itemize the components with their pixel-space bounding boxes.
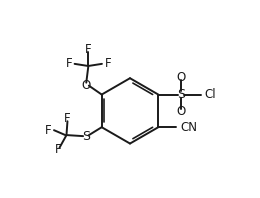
Text: F: F [55, 144, 62, 156]
Text: Cl: Cl [204, 88, 216, 101]
Text: O: O [177, 71, 186, 84]
Text: F: F [64, 112, 71, 125]
Text: F: F [45, 124, 52, 137]
Text: F: F [66, 57, 72, 70]
Text: F: F [85, 43, 92, 56]
Text: S: S [82, 130, 90, 143]
Text: F: F [105, 57, 111, 70]
Text: CN: CN [180, 121, 197, 134]
Text: O: O [82, 79, 91, 92]
Text: S: S [177, 88, 185, 101]
Text: O: O [177, 106, 186, 118]
